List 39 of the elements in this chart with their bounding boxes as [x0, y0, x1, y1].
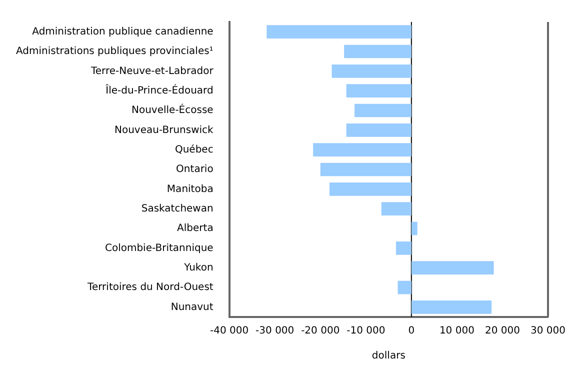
- bar: [266, 25, 412, 39]
- y-tick-label: Administration publique canadienne: [32, 26, 214, 38]
- bar: [411, 222, 418, 236]
- bar: [346, 84, 412, 98]
- x-tick-label: 30 000: [530, 326, 566, 337]
- y-tick-label: Québec: [174, 144, 214, 156]
- bar: [320, 162, 412, 176]
- bar: [346, 123, 412, 137]
- y-tick-label: Ontario: [176, 164, 214, 176]
- y-tick-label: Île-du-Prince-Édouard: [106, 83, 214, 96]
- y-tick-label: Nunavut: [170, 302, 214, 313]
- x-axis-title: dollars: [372, 350, 406, 362]
- y-tick-label: Nouveau-Brunswick: [114, 124, 214, 136]
- x-tick-label: 20 000: [484, 326, 520, 337]
- y-tick-label: Alberta: [177, 223, 214, 234]
- bar: [411, 261, 494, 275]
- bar: [411, 300, 492, 314]
- bar: [354, 104, 412, 118]
- x-tick-label: -20 000: [301, 326, 340, 337]
- x-tick-label: -40 000: [210, 326, 249, 337]
- bar: [313, 143, 412, 157]
- y-tick-label: Manitoba: [166, 184, 214, 195]
- bar: [332, 64, 412, 78]
- y-tick-label: Yukon: [183, 262, 214, 274]
- y-tick-label: Colombie-Britannique: [104, 242, 214, 254]
- x-tick-label: -10 000: [346, 326, 386, 337]
- y-tick-label: Terre-Neuve-et-Labrador: [90, 66, 214, 77]
- x-tick-label: -30 000: [256, 326, 294, 337]
- x-tick-label: 10 000: [439, 326, 474, 337]
- y-tick-label: Saskatchewan: [141, 203, 214, 214]
- x-tick-label: 0: [408, 326, 415, 337]
- y-tick-label: Administrations publiques provinciales¹: [16, 46, 214, 58]
- bar: [398, 280, 412, 294]
- y-tick-label: Territoires du Nord-Ouest: [86, 282, 214, 294]
- bar: [396, 241, 412, 255]
- bar: [381, 202, 412, 216]
- bar: [344, 44, 412, 58]
- y-tick-label: Nouvelle-Écosse: [131, 103, 214, 116]
- bar: [329, 182, 412, 196]
